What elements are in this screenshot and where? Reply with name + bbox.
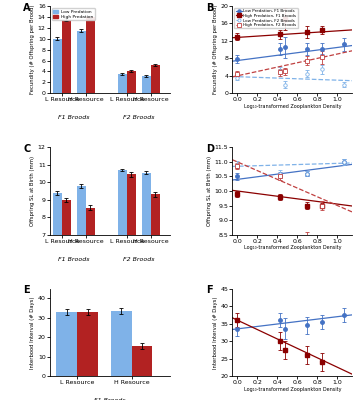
Bar [86,17,95,93]
Bar [111,311,132,376]
Text: C: C [23,144,31,154]
Bar [142,76,151,93]
Bar [127,71,136,93]
Text: F2 Broods: F2 Broods [123,116,155,120]
Bar [127,174,136,357]
Bar [117,170,127,357]
Bar [86,208,95,357]
Text: D: D [206,144,214,154]
Bar [62,20,71,93]
Y-axis label: Offspring SL at Birth (mm): Offspring SL at Birth (mm) [207,156,212,226]
Text: F2 Broods: F2 Broods [123,257,155,262]
Y-axis label: Interbood Interval (# Days): Interbood Interval (# Days) [30,296,35,369]
Text: F1 Broods: F1 Broods [58,257,90,262]
Text: F1 Broods: F1 Broods [58,116,90,120]
Bar [56,312,77,376]
X-axis label: Log₁₀-transformed Zooplankton Density: Log₁₀-transformed Zooplankton Density [244,245,341,250]
Text: B: B [206,2,213,12]
Bar [77,30,86,93]
X-axis label: Log₁₀-transformed Zooplankton Density: Log₁₀-transformed Zooplankton Density [244,386,341,392]
Bar [117,74,127,93]
Bar [53,193,62,357]
Text: A: A [23,2,31,12]
Bar [53,39,62,93]
Bar [62,200,71,357]
Legend: Low Predation, F1 Broods, High Predation, F1 Broods, Low Predation, F2 Broods, H: Low Predation, F1 Broods, High Predation… [235,8,298,28]
Bar [151,65,160,93]
Y-axis label: Fecundity (# Offspring per Brood): Fecundity (# Offspring per Brood) [213,5,218,94]
Y-axis label: Offspring SL at Birth (mm): Offspring SL at Birth (mm) [30,156,35,226]
Bar [132,346,152,376]
Text: F: F [206,285,213,295]
Legend: Low Predation, High Predation: Low Predation, High Predation [52,8,95,20]
Bar [151,194,160,357]
Y-axis label: Interbood Interval (# Days): Interbood Interval (# Days) [213,296,218,369]
Text: E: E [23,285,30,295]
Bar [77,312,98,376]
Text: F1 Broods: F1 Broods [94,398,126,400]
Bar [142,173,151,357]
Bar [77,186,86,357]
X-axis label: Log₁₀-transformed Zooplankton Density: Log₁₀-transformed Zooplankton Density [244,104,341,109]
Y-axis label: Fecundity (# Offspring per Brood): Fecundity (# Offspring per Brood) [30,5,35,94]
